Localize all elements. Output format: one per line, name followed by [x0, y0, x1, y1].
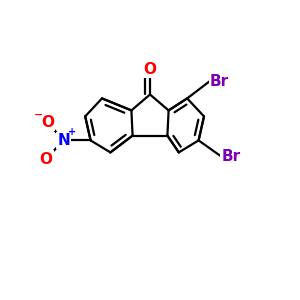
- Text: Br: Br: [221, 149, 241, 164]
- Text: Br: Br: [210, 74, 229, 88]
- Text: −: −: [34, 110, 44, 120]
- Text: N: N: [57, 133, 70, 148]
- Text: O: O: [143, 61, 157, 76]
- Text: O: O: [39, 152, 52, 166]
- Text: O: O: [41, 115, 54, 130]
- Text: +: +: [68, 127, 76, 137]
